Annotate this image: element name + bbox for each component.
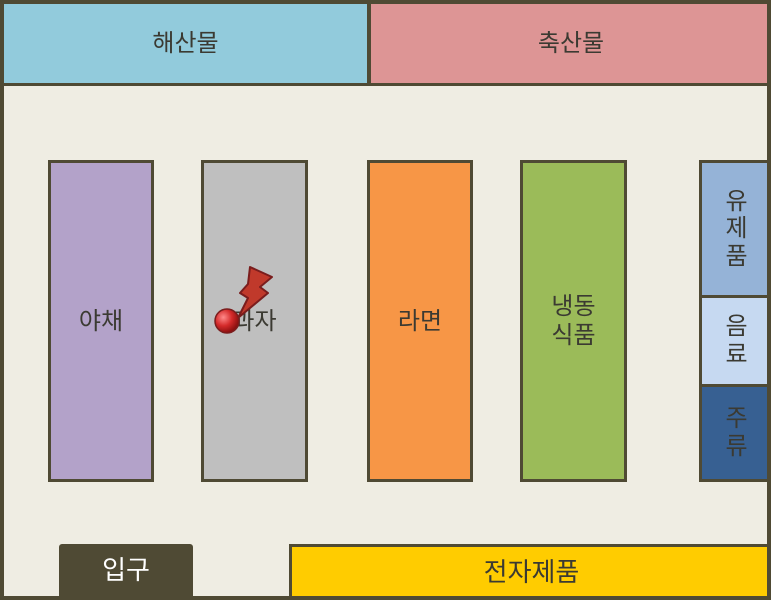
zone-dairy[interactable]: 유 제 품 bbox=[699, 160, 767, 298]
zone-snacks-label: 과자 bbox=[232, 306, 277, 335]
zone-drinks-label: 음 료 bbox=[725, 312, 748, 368]
zone-liquor-label: 주 류 bbox=[725, 404, 748, 460]
zone-drinks[interactable]: 음 료 bbox=[699, 295, 767, 387]
zone-ramen[interactable]: 라면 bbox=[367, 160, 473, 482]
zone-meat-label: 축산물 bbox=[537, 29, 605, 58]
zone-dairy-label: 유 제 품 bbox=[725, 186, 748, 270]
zone-vegetables[interactable]: 야채 bbox=[48, 160, 154, 482]
zone-frozen-food-label: 냉동 식품 bbox=[551, 292, 596, 349]
zone-electronics[interactable]: 전자제품 bbox=[289, 544, 767, 596]
zone-liquor[interactable]: 주 류 bbox=[699, 384, 767, 482]
zone-snacks[interactable]: 과자 bbox=[201, 160, 308, 482]
zone-seafood[interactable]: 해산물 bbox=[4, 4, 370, 86]
zone-electronics-label: 전자제품 bbox=[483, 557, 580, 588]
zone-meat[interactable]: 축산물 bbox=[368, 4, 767, 86]
entrance-label: 입구 bbox=[102, 556, 150, 587]
zone-frozen-food[interactable]: 냉동 식품 bbox=[520, 160, 627, 482]
entrance[interactable]: 입구 bbox=[59, 544, 193, 596]
zone-vegetables-label: 야채 bbox=[78, 306, 124, 335]
zone-seafood-label: 해산물 bbox=[152, 29, 219, 58]
zone-ramen-label: 라면 bbox=[397, 306, 443, 335]
